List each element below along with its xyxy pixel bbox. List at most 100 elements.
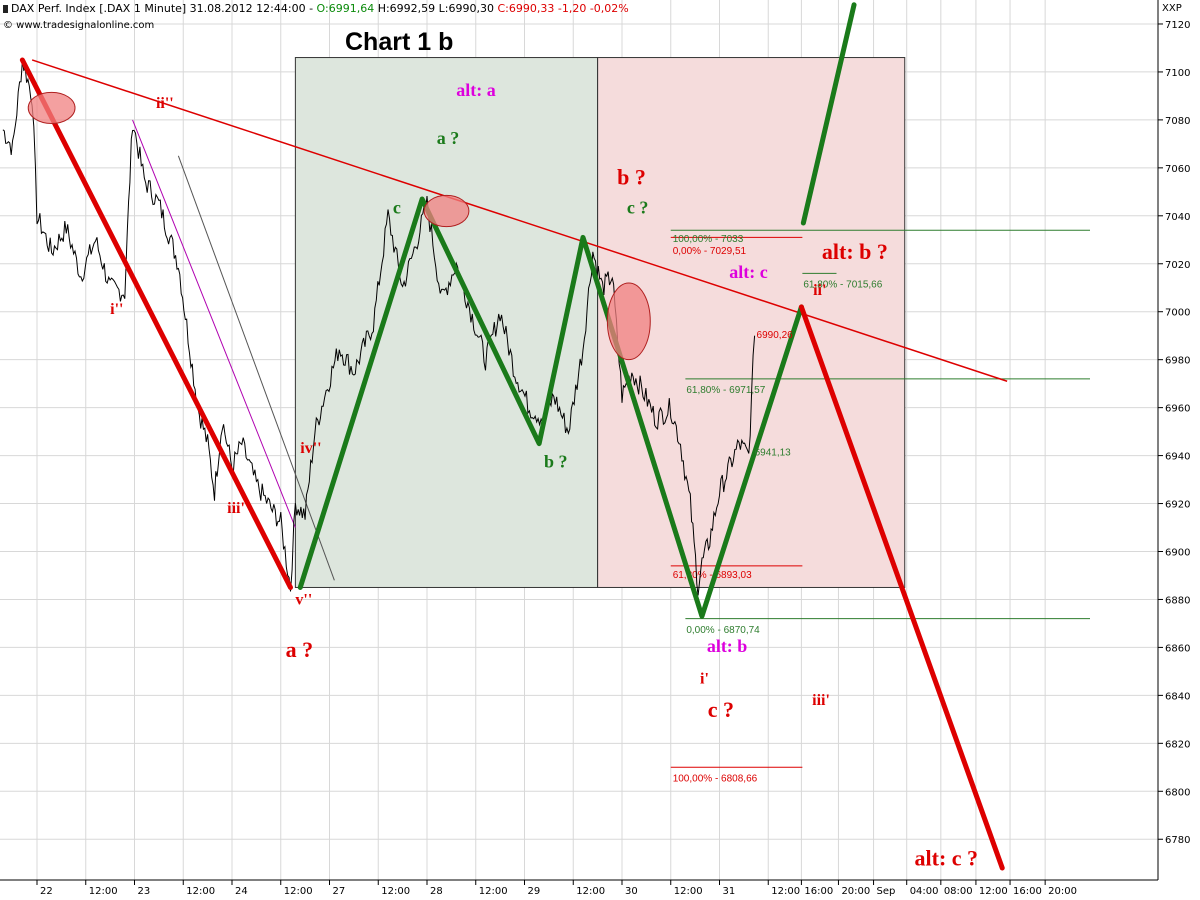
thin-trend-lines [132, 119, 335, 581]
header-marker-icon [3, 5, 8, 13]
trend-line [31, 59, 1008, 382]
highlight-ellipse-0 [27, 91, 76, 124]
y-tick-label-0: 7120 [1165, 20, 1190, 31]
main-trend-line [31, 59, 1008, 382]
header-instrument: DAX Perf. Index [.DAX 1 Minute] 31.08.20… [11, 2, 317, 15]
wave-label-12: alt: c [729, 262, 767, 282]
wave-label-7: a ? [437, 128, 460, 148]
wave-label-14: ii' [813, 282, 826, 299]
x-tick-label-3: 12:00 [186, 886, 215, 897]
wave-label-10: b ? [617, 165, 646, 190]
wave-line-1 [297, 196, 804, 619]
thin-line-0 [132, 119, 296, 528]
wave-label-18: iii' [812, 692, 830, 709]
x-tick-label-22: 16:00 [1013, 886, 1042, 897]
wave-labels: 6990,26 6941,13 i'' ii'' iii'' iv'' v'' a ? alt:… [110, 80, 978, 871]
highlight-ellipse-2 [606, 282, 651, 361]
x-tick-label-14: 31 [723, 886, 736, 897]
x-tick-label-11: 12:00 [576, 886, 605, 897]
x-tick-label-10: 29 [528, 886, 541, 897]
value-label-0: 6990,26 [757, 330, 794, 341]
wave-label-17: c ? [708, 697, 734, 722]
fib-label-6: 100,00% - 6808,66 [673, 774, 758, 785]
value-label-1: 6941,13 [755, 448, 792, 459]
x-tick-label-1: 12:00 [89, 886, 118, 897]
fib-label-3: 61,80% - 7015,66 [803, 280, 882, 291]
header-source: © www.tradesignalonline.com [3, 20, 154, 31]
fib-label-1: 100,00% - 7033 [673, 234, 744, 245]
x-tick-label-12: 30 [625, 886, 638, 897]
header-close: C:6990,33 -1,20 -0,02% [497, 2, 629, 15]
y-tick-label-14: 6840 [1165, 691, 1190, 702]
x-tick-label-0: 22 [40, 886, 53, 897]
highlight-ellipses [27, 91, 651, 361]
source-text: © www.tradesignalonline.com [3, 20, 155, 31]
y-tick-label-5: 7020 [1165, 260, 1190, 271]
wave-label-2: iii'' [227, 500, 249, 517]
wave-label-13: alt: b ? [822, 239, 888, 264]
wave-label-15: alt: b [707, 636, 748, 656]
y-tick-label-9: 6940 [1165, 452, 1190, 463]
wave-line-0 [19, 57, 293, 590]
x-tick-label-15: 12:00 [771, 886, 800, 897]
y-tick-label-2: 7080 [1165, 116, 1190, 127]
chart-title-text: Chart 1 b [345, 28, 454, 56]
symbol-text: XXP [1162, 3, 1182, 14]
header-high: H:6992,59 [377, 2, 436, 15]
wave-label-4: v'' [295, 591, 312, 608]
x-tick-label-16: 16:00 [804, 886, 833, 897]
fib-label-0: 0,00% - 7029,51 [673, 246, 747, 257]
x-tick-label-21: 12:00 [979, 886, 1008, 897]
x-tick-label-4: 24 [235, 886, 248, 897]
price-series [2, 59, 756, 596]
y-tick-label-6: 7000 [1165, 308, 1190, 319]
x-tick-label-5: 12:00 [284, 886, 313, 897]
x-tick-label-23: 20:00 [1048, 886, 1077, 897]
header-open: O:6991,64 [316, 2, 375, 15]
x-tick-label-8: 28 [430, 886, 443, 897]
header-low: L:6990,30 [438, 2, 494, 15]
x-tick-label-6: 27 [333, 886, 346, 897]
wave-label-0: i'' [110, 301, 123, 318]
wave-label-5: a ? [286, 637, 314, 662]
x-tick-label-18: Sep [877, 886, 896, 897]
y-tick-label-13: 6860 [1165, 643, 1190, 654]
y-tick-label-4: 7040 [1165, 212, 1190, 223]
wave-label-9: b ? [544, 452, 568, 472]
fib-label-4: 61,80% - 6893,03 [673, 570, 752, 581]
x-tick-label-13: 12:00 [674, 886, 703, 897]
y-tick-label-1: 7100 [1165, 68, 1190, 79]
y-tick-label-8: 6960 [1165, 404, 1190, 415]
y-tick-label-17: 6780 [1165, 835, 1190, 846]
x-tick-label-17: 20:00 [841, 886, 870, 897]
x-tick-label-20: 08:00 [944, 886, 973, 897]
wave-label-1: ii'' [156, 95, 174, 112]
y-tick-label-12: 6880 [1165, 595, 1190, 606]
wave-label-19: alt: c ? [915, 846, 979, 871]
y-tick-label-3: 7060 [1165, 164, 1190, 175]
y-tick-label-11: 6900 [1165, 547, 1190, 558]
chart-title: Chart 1 b [345, 28, 453, 57]
wave-line-2 [798, 304, 1005, 871]
fib-label-2: 61,80% - 6971,57 [686, 385, 765, 396]
x-tick-label-9: 12:00 [479, 886, 508, 897]
wave-lines [19, 2, 1005, 871]
wave-label-8: c [393, 197, 401, 217]
y-tick-label-16: 6800 [1165, 787, 1190, 798]
y-tick-label-7: 6980 [1165, 356, 1190, 367]
chart-header: DAX Perf. Index [.DAX 1 Minute] 31.08.20… [3, 2, 629, 15]
x-tick-label-2: 23 [138, 886, 151, 897]
price-line [2, 59, 756, 596]
wave-label-16: i' [700, 670, 709, 687]
x-tick-label-7: 12:00 [381, 886, 410, 897]
thin-line-1 [177, 155, 335, 581]
wave-line-3 [800, 2, 857, 226]
y-tick-label-10: 6920 [1165, 500, 1190, 511]
shaded-zones [294, 57, 906, 588]
wave-label-11: c ? [627, 197, 649, 217]
x-tick-label-19: 04:00 [910, 886, 939, 897]
shaded-box-0 [294, 57, 599, 588]
